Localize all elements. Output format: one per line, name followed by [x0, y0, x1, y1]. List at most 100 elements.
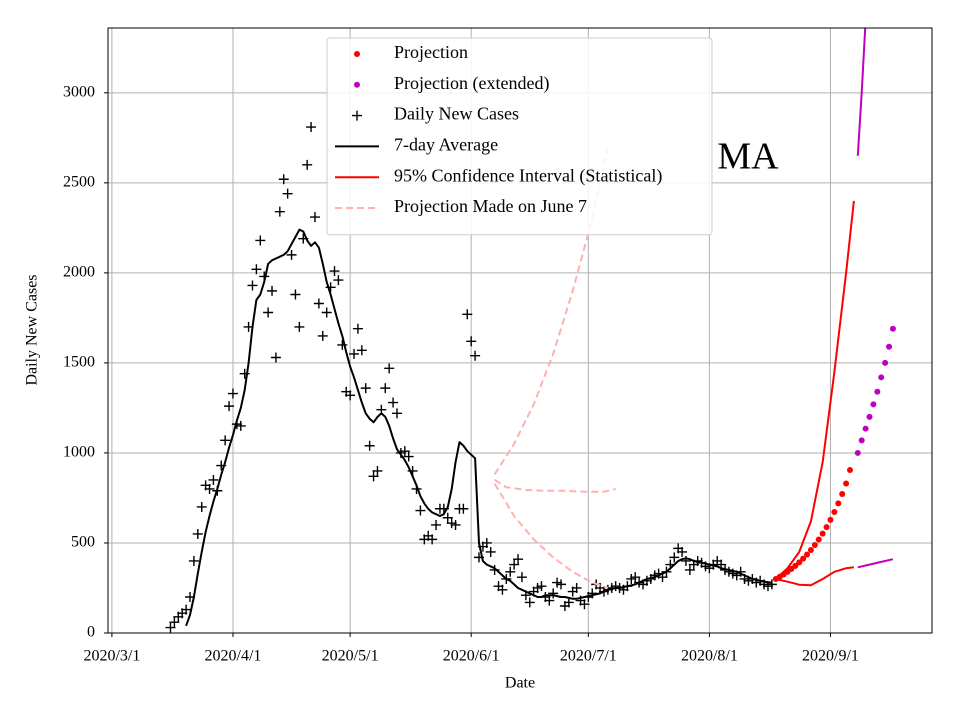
- case-marker: [364, 440, 375, 451]
- axes-frame: [107, 27, 933, 634]
- projection-dot: [807, 546, 814, 553]
- case-marker: [333, 275, 344, 286]
- case-marker: [677, 546, 688, 557]
- case-marker: [450, 519, 461, 530]
- case-marker: [684, 564, 695, 575]
- case-marker: [313, 298, 324, 309]
- case-marker: [321, 307, 332, 318]
- legend-label: 95% Confidence Interval (Statistical): [394, 165, 662, 186]
- case-marker: [274, 206, 285, 217]
- series-line: [185, 228, 773, 627]
- case-marker: [255, 235, 266, 246]
- legend-box: [326, 37, 713, 236]
- case-marker: [513, 554, 524, 565]
- case-marker: [224, 401, 235, 412]
- projection-dot: [815, 536, 822, 543]
- case-marker: [309, 212, 320, 223]
- case-marker: [399, 446, 410, 457]
- case-marker: [485, 546, 496, 557]
- case-marker: [345, 390, 356, 401]
- legend-label: Projection (extended): [394, 73, 549, 94]
- y-tick-label: 2000: [63, 264, 95, 281]
- case-marker: [669, 552, 680, 563]
- series-line: [494, 479, 616, 493]
- y-tick-label: 0: [87, 624, 95, 641]
- x-axis-label: Date: [505, 675, 535, 692]
- case-marker: [505, 566, 516, 577]
- projection-dot: [792, 562, 799, 569]
- series-line: [856, 28, 867, 156]
- case-marker: [263, 307, 274, 318]
- case-marker: [169, 617, 180, 628]
- case-marker: [536, 581, 547, 592]
- case-marker: [458, 503, 469, 514]
- projection-dot: [827, 516, 834, 523]
- projection-dot: [870, 401, 877, 408]
- case-marker: [227, 388, 238, 399]
- case-marker: [380, 383, 391, 394]
- case-marker: [165, 622, 176, 633]
- case-marker: [587, 588, 598, 599]
- case-marker: [294, 321, 305, 332]
- projection-dot: [866, 413, 873, 420]
- annotation: MA: [717, 136, 779, 178]
- case-marker: [630, 572, 641, 583]
- case-marker: [509, 559, 520, 570]
- case-marker: [349, 348, 360, 359]
- case-marker: [427, 534, 438, 545]
- projection-dot: [854, 449, 861, 456]
- y-tick-label: 3000: [63, 83, 95, 100]
- case-marker: [278, 174, 289, 185]
- case-marker: [192, 528, 203, 539]
- case-marker: [251, 264, 262, 275]
- case-marker: [571, 582, 582, 593]
- projection-dot: [862, 425, 869, 432]
- case-marker: [466, 336, 477, 347]
- case-marker: [391, 408, 402, 419]
- y-tick-label: 500: [71, 534, 95, 551]
- case-marker: [462, 309, 473, 320]
- series-line: [493, 483, 609, 589]
- legend-marker: [352, 110, 362, 121]
- case-marker: [270, 352, 281, 363]
- case-marker: [360, 383, 371, 394]
- case-marker: [317, 330, 328, 341]
- case-marker: [247, 280, 258, 291]
- case-marker: [181, 604, 192, 615]
- case-marker: [235, 420, 246, 431]
- projection-dot: [804, 551, 811, 558]
- projection-dot: [800, 555, 807, 562]
- grid: [108, 28, 932, 634]
- legend-marker: [354, 51, 360, 57]
- projection-dot: [835, 500, 842, 507]
- case-marker: [302, 159, 313, 170]
- case-marker: [196, 501, 207, 512]
- series-line: [857, 558, 894, 569]
- legend-label: 7-day Average: [394, 135, 498, 155]
- legend-label: Projection: [394, 42, 468, 62]
- case-marker: [388, 397, 399, 408]
- projection-dot: [874, 388, 881, 395]
- projection-dot: [819, 530, 826, 537]
- projection-dot: [882, 359, 889, 366]
- case-marker: [356, 345, 367, 356]
- case-marker: [204, 483, 215, 494]
- x-tick-label: 2020/5/1: [322, 648, 379, 665]
- case-marker: [548, 588, 559, 599]
- case-marker: [481, 537, 492, 548]
- case-marker: [352, 323, 363, 334]
- projection-dot: [889, 325, 896, 332]
- legend: Projection Projection (extended) Daily New…: [326, 37, 713, 236]
- case-marker: [442, 512, 453, 523]
- case-marker: [337, 339, 348, 350]
- case-marker: [188, 555, 199, 566]
- case-marker: [766, 579, 777, 590]
- projection-dot: [846, 467, 853, 474]
- legend-label: Daily New Cases: [394, 104, 519, 124]
- case-marker: [563, 597, 574, 608]
- projection-dot: [878, 374, 885, 381]
- case-marker: [286, 249, 297, 260]
- series-line: [775, 200, 855, 580]
- case-marker: [524, 597, 535, 608]
